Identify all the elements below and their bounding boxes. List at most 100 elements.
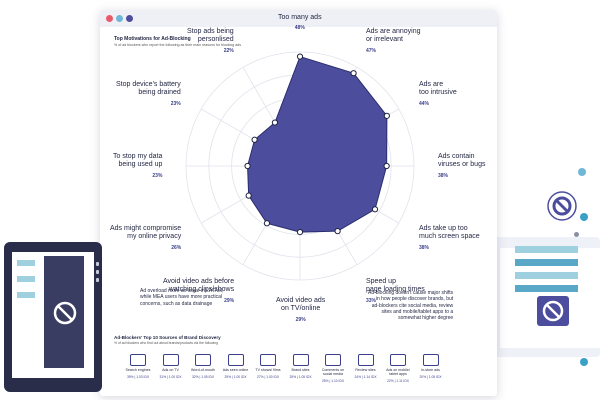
radar-chart [185,51,415,281]
source-value: 27% | 1.00 IDX [256,374,280,379]
window-dot [126,15,133,22]
data-label: 29% [295,316,306,323]
source-name: Review sites [355,368,376,372]
ban-icon [53,301,77,325]
data-label: 48% [294,25,305,32]
window-titlebar [100,10,497,27]
category-label: Ads take up too much screen space 38% [419,225,480,251]
category-label-text: or irrelevant [366,36,403,44]
category-label-text: viruses or bugs [438,161,486,169]
monitor-button [96,270,99,274]
ban-icon [547,191,577,221]
category-label-text: too intrusive [419,89,457,97]
decor-dot [574,232,579,237]
report-card: Top Motivations for Ad-Blocking % of ad … [100,10,497,396]
category-label-text: personlised [197,36,234,44]
source-item: Review sites 24% | 1.14 IDX [350,354,382,379]
sources-title: Ad-Blockers' Top 10 Sources of Brand Dis… [114,335,221,340]
category-label-text: my online privacy [127,233,182,241]
decor-dot [578,168,586,176]
category-label-text: being drained [138,89,181,97]
screen-bar [17,276,35,282]
online-ad-icon [227,354,244,366]
category-label-text: Avoid video ads [276,297,326,304]
note-line: somewhat higher degree [398,315,454,321]
screen-bar [515,259,578,266]
category-label-text: on TV/online [281,305,321,313]
source-value: 25% | 1.10 IDX [321,378,345,383]
source-item: Brand sites 25% | 1.05 IDX [285,354,317,379]
note-right: Ad-blocking doesn't cause major shifts i… [368,290,453,321]
note-line: Ad-blocking doesn't cause major shifts [368,290,454,296]
category-label-text: Speed up [366,278,396,285]
source-item: Comments on social media 25% | 1.10 IDX [317,354,349,383]
data-point [334,228,341,235]
category-label: To stop my data being used up 23% [113,153,162,179]
data-point [245,192,252,199]
source-name: Ads on mobile/ tablet apps [386,368,410,376]
category-label-text: much screen space [419,233,480,241]
data-point [383,162,390,170]
category-label: Ads are too intrusive 44% [419,81,457,107]
note-line: sites and mobile/tablet apps to a [381,308,454,315]
source-value: 29% | 1.00 IDX [224,374,247,379]
category-label-text: Ads are [419,81,444,88]
brand-site-icon [292,354,309,366]
series-area [247,55,388,233]
source-value: 22% | 1.11 IDX [387,378,409,383]
source-item: Ads on TV 31% | 1.00 IDX [155,354,187,379]
category-label: Ads might compromise my online privacy 26% [110,225,181,251]
note-line: in how people discover brands, but [375,296,454,303]
data-label: 38% [438,172,449,179]
note-line: concerns, such as data drainage [140,300,213,307]
screen-bar [17,260,35,266]
category-label-text: To stop my data [113,153,163,160]
category-label-text: page loading times [366,286,425,294]
foreground-monitor [4,242,102,392]
source-value: 25% | 1.05 IDX [289,374,312,379]
category-label-text: Avoid video ads before [163,278,235,285]
category-label: Ads contain viruses or bugs 38% [438,153,485,179]
screen-bar [515,246,578,253]
monitor-button [96,278,99,282]
source-item: TV shows/ films 27% | 1.00 IDX [252,354,284,379]
screen-bar [515,285,578,292]
data-point [296,53,304,60]
data-label: 22% [223,47,234,54]
data-point [350,70,357,77]
data-label: 23% [152,172,163,179]
search-engine-icon [130,354,146,366]
category-label-text: Ads are annoying [366,28,421,35]
data-point [296,229,304,236]
note-line: Ad overload more an issue in LATAM, [140,288,224,294]
data-label: 33% [366,297,377,304]
category-label-text: Stop device's battery [116,81,181,88]
category-label-text: Ads contain [438,153,475,160]
data-point [244,162,251,170]
review-site-icon [357,354,374,366]
source-value: 39% | 1.03 IDX [126,374,150,379]
source-name: Word-of-mouth [191,368,215,372]
category-label: Speed up page loading times 33% [366,278,425,304]
decor-dot [580,213,588,221]
camera-icon [260,354,276,366]
category-label: Avoid video ads on TV/online 29% [276,297,325,323]
store-ad-icon [422,354,439,366]
category-label-text: watching clips/shows [168,286,235,294]
screen-bar [17,292,35,298]
source-item: Word-of-mouth 32% | 1.05 IDX [187,354,219,379]
source-item: Ads on mobile/ tablet apps 22% | 1.11 IDX [382,354,414,383]
mobile-ad-icon [390,354,406,366]
category-label-text: Too many ads [278,14,322,21]
source-name: In-store ads [421,368,440,372]
screen-bar [515,272,578,279]
category-label: Too many ads 48% [278,14,322,31]
thumbs-up-icon [325,354,341,366]
window-dot [116,15,123,22]
data-label: 47% [366,47,377,54]
source-item: Ads seen online 29% | 1.00 IDX [220,354,252,379]
ban-box [537,296,569,326]
data-label: 29% [224,297,235,304]
monitor-button [96,262,99,266]
category-label-text: being used up [118,161,163,169]
